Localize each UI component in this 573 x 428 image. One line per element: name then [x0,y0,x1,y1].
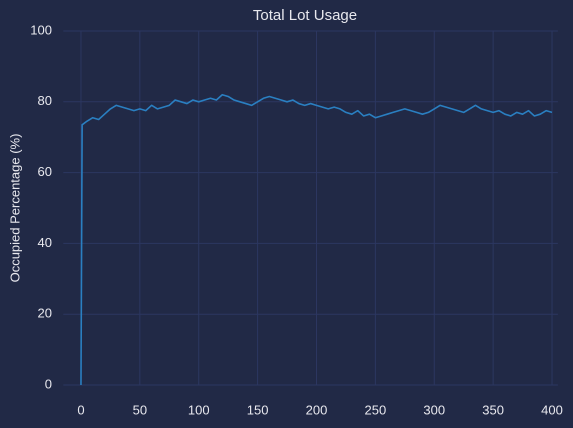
x-tick-label: 100 [188,402,210,417]
x-tick-label: 350 [482,402,504,417]
x-tick-label: 250 [365,402,387,417]
x-tick-label: 0 [77,402,84,417]
y-tick-label: 80 [38,93,52,108]
y-tick-label: 20 [38,306,52,321]
y-tick-label: 60 [38,164,52,179]
data-line [80,93,553,386]
x-tick-label: 50 [133,402,147,417]
y-tick-label: 40 [38,235,52,250]
x-tick-label: 400 [541,402,563,417]
x-tick-label: 150 [247,402,269,417]
y-tick-label: 100 [30,22,52,37]
chart-title: Total Lot Usage [253,7,357,24]
y-tick-label: 0 [45,376,52,391]
x-tick-label: 300 [423,402,445,417]
y-axis-label: Occupied Percentage (%) [7,134,22,283]
x-tick-label: 200 [306,402,328,417]
